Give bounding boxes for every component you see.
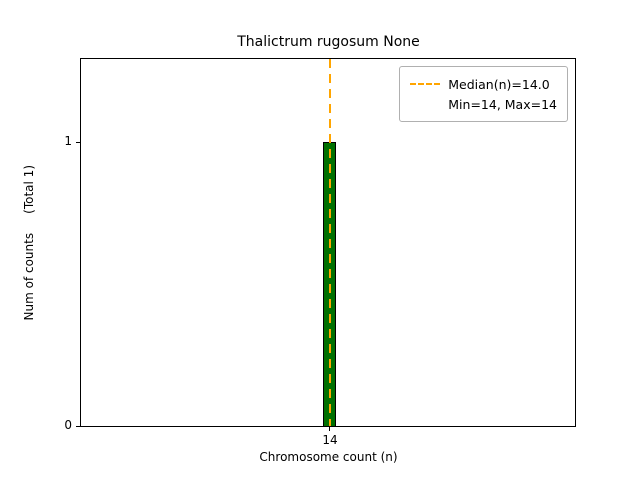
median-dashed-line [329, 59, 331, 426]
chart-title: Thalictrum rugosum None [237, 34, 420, 50]
legend: Median(n)=14.0 Min=14, Max=14 [399, 66, 568, 122]
x-axis-label: Chromosome count (n) [259, 450, 398, 464]
legend-empty-handle [410, 103, 440, 105]
y-tick-label-0: 0 [64, 418, 72, 432]
x-tick-label-14: 14 [322, 433, 338, 447]
legend-dashed-line-sample [410, 83, 441, 85]
legend-entry-median: Median(n)=14.0 [410, 74, 557, 94]
y-axis-label: Num of counts (Total 1) [22, 164, 36, 321]
x-tick-mark-14 [329, 427, 330, 431]
legend-label-median: Median(n)=14.0 [448, 76, 550, 92]
legend-entry-minmax: Min=14, Max=14 [410, 94, 557, 114]
y-tick-label-1: 1 [64, 134, 72, 148]
y-tick-mark-0 [76, 426, 80, 427]
legend-label-minmax: Min=14, Max=14 [448, 96, 557, 112]
y-axis-label-container: Num of counts (Total 1) [18, 58, 40, 427]
y-tick-mark-1 [76, 142, 80, 143]
